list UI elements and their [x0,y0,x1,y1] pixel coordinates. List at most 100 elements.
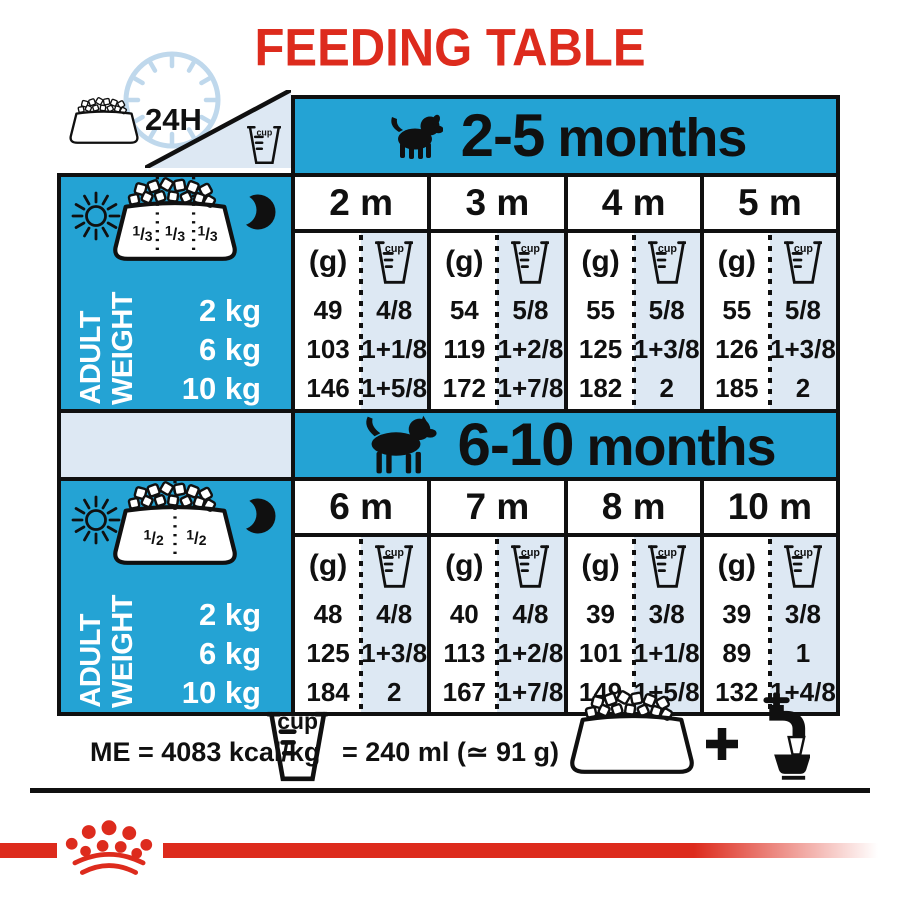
age-band-1-text: 2-5 months [461,106,748,168]
svg-text:cup: cup [794,546,814,558]
month-column-10m: 10 m (g) 39 89 132 cup 3/8 1 1+4/8 [699,481,836,712]
month-column-4m: 4 m (g) 55 125 182 cup 5/8 1+3/8 2 [563,177,700,409]
cup-icon: cup [647,240,686,284]
grams-value: 40 [449,599,479,629]
meal-split-bowl-icon: 1/3 1/3 1/3 [113,177,237,261]
grams-value: 49 [313,295,343,325]
cup-icon: cup [647,544,686,588]
cups-value: 2 [795,373,811,403]
sun-icon [68,188,124,249]
puppy-icon [385,112,443,160]
cups-value: 4/8 [376,599,413,629]
cups-value: 4/8 [512,599,549,629]
cup-unit-icon-cell: cup [497,233,563,291]
cup-unit-icon-cell: cup [634,233,700,291]
section-6-10-months: 1/2 1/2 ADULT WEIGHT 2 kg 6 kg 10 kg 6 m (g… [57,481,840,716]
food-bowl-24h-icon [65,97,143,154]
grams-unit-label: (g) [581,245,620,278]
grams-value: 39 [722,599,752,629]
month-header: 4 m [567,177,700,233]
cups-value: 3/8 [784,599,822,629]
cup-equivalence-label: = 240 ml (≃ 91 g) [342,737,559,767]
cup-unit-icon-cell: cup [361,537,427,595]
brand-stripe-right [163,843,900,858]
cup-icon: cup [783,544,822,588]
cups-value: 1+1/8 [361,334,428,364]
cups-value: 2 [386,677,402,707]
svg-text:1/3: 1/3 [165,223,185,245]
cup-icon: cup [375,240,414,284]
month-header: 7 m [431,481,564,537]
month-header: 5 m [703,177,836,233]
grams-unit-label: (g) [308,245,348,278]
cup-icon: cup [783,240,822,284]
svg-text:1/2: 1/2 [186,527,206,549]
grams-value: 125 [306,638,350,668]
weights-list: 2 kg 6 kg 10 kg [61,595,291,712]
grams-value: 55 [722,295,752,325]
age-band-2: 6-10 months [295,413,836,477]
cups-subcolumn: cup 4/8 1+2/8 1+7/8 [495,537,564,712]
month-grid-2: 6 m (g) 48 125 184 cup 4/8 1+3/8 2 [295,481,836,712]
cups-subcolumn: cup 5/8 1+2/8 1+7/8 [495,233,564,409]
svg-text:1/2: 1/2 [144,527,164,549]
svg-text:cup: cup [277,710,318,734]
food-bowl-icon [562,690,702,788]
grams-value: 119 [443,334,486,364]
water-faucet-icon [746,692,811,791]
month-header: 2 m [295,177,428,233]
cup-icon: cup [265,708,329,782]
cup-unit-icon-cell: cup [770,233,836,291]
age-unit: months [557,108,747,168]
month-column-8m: 8 m (g) 39 101 149 cup 3/8 1+1/8 1+5/8 [563,481,700,712]
month-body: (g) 55 126 185 cup 5/8 1+3/8 2 [703,233,836,409]
cups-value: 4/8 [376,295,413,325]
grams-value: 113 [443,638,486,668]
cups-value: 1+2/8 [497,334,564,364]
adult-weight-value: 6 kg [198,331,261,367]
cup-icon: cup [246,126,282,164]
grams-value: 146 [306,373,350,403]
cups-value: 5/8 [784,295,822,325]
weights-list: 2 kg 6 kg 10 kg [61,291,291,408]
cups-subcolumn: cup 5/8 1+3/8 2 [631,233,700,409]
grams-unit-label: (g) [581,549,620,582]
adult-weight-value: 10 kg [181,370,261,406]
cups-value: 1 [795,638,811,668]
svg-text:cup: cup [658,546,678,558]
cup-icon: cup [511,544,550,588]
feeding-table: 24H cup 2-5 [57,51,840,716]
grams-subcolumn: (g) 49 103 146 [295,233,362,409]
adult-weight-value: 2 kg [198,596,261,632]
cups-value: 2 [659,373,674,403]
mid-corner [61,413,295,477]
month-header: 6 m [295,481,428,537]
cups-value: 1+3/8 [361,638,428,668]
plus-icon [706,728,738,765]
adult-weight-panel-2: 1/2 1/2 ADULT WEIGHT 2 kg 6 kg 10 kg [61,481,295,712]
svg-text:cup: cup [521,546,541,558]
food-bowl-icon [69,97,139,144]
month-body: (g) 48 125 184 cup 4/8 1+3/8 2 [295,537,428,712]
month-body: (g) 49 103 146 cup 4/8 1+1/8 1+5/8 [295,233,428,409]
grams-value: 132 [715,677,759,707]
grams-value: 48 [313,599,343,629]
svg-text:cup: cup [658,242,678,254]
grams-value: 101 [578,638,623,668]
grams-subcolumn: (g) 39 89 132 [703,537,770,712]
grams-unit-label: (g) [308,549,348,582]
cups-value: 1+7/8 [497,373,564,403]
section-2-5-months: 1/3 1/3 1/3 ADULT WEIGHT 2 kg 6 kg 10 kg 2 m… [57,173,840,409]
month-grid-1: 2 m (g) 49 103 146 cup 4/8 1+1/8 1+5/8 [295,177,836,409]
grams-value: 89 [722,638,752,668]
cups-value: 1+2/8 [497,638,564,668]
grams-subcolumn: (g) 55 125 182 [567,233,634,409]
month-column-3m: 3 m (g) 54 119 172 cup 5/8 1+2/8 1+7/8 [427,177,564,409]
cup-unit-icon-cell: cup [497,537,563,595]
moon-icon [238,190,278,239]
month-body: (g) 39 89 132 cup 3/8 1 1+4/8 [703,537,836,712]
cups-subcolumn: cup 5/8 1+3/8 2 [767,233,836,409]
svg-text:cup: cup [385,546,405,558]
grams-value: 54 [449,295,479,325]
